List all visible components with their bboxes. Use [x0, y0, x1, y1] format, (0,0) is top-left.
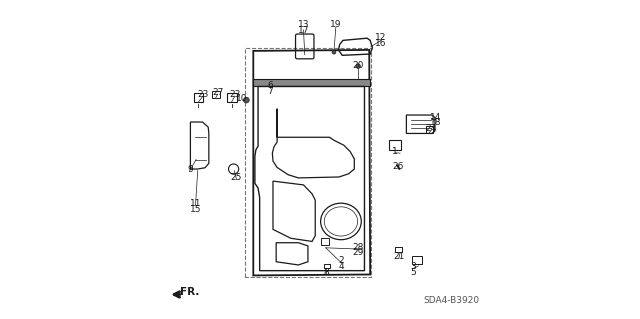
- Text: 10: 10: [236, 94, 248, 103]
- Circle shape: [243, 97, 249, 103]
- Text: 19: 19: [330, 20, 342, 29]
- Text: 29: 29: [353, 249, 364, 257]
- Bar: [193, 93, 203, 102]
- Text: FR.: FR.: [180, 287, 200, 297]
- Text: 3: 3: [410, 262, 415, 271]
- Bar: [227, 93, 237, 102]
- Text: 18: 18: [430, 118, 442, 128]
- Text: 20: 20: [353, 61, 364, 70]
- Text: 16: 16: [375, 39, 387, 48]
- Text: 5: 5: [410, 268, 415, 278]
- Text: 1: 1: [392, 147, 398, 156]
- Text: 9: 9: [187, 165, 193, 174]
- Bar: [324, 264, 330, 268]
- Text: SDA4-B3920: SDA4-B3920: [424, 296, 480, 305]
- Bar: [388, 140, 401, 150]
- Text: 24: 24: [426, 124, 436, 133]
- Text: 12: 12: [375, 33, 387, 42]
- Text: 17: 17: [298, 26, 309, 35]
- Text: 25: 25: [231, 173, 242, 182]
- Text: 23: 23: [197, 90, 209, 99]
- Text: 23: 23: [229, 90, 241, 99]
- Bar: [321, 238, 328, 245]
- Text: 11: 11: [189, 199, 201, 208]
- Polygon shape: [253, 79, 370, 86]
- Bar: [426, 125, 433, 133]
- Text: 2: 2: [339, 256, 344, 265]
- Text: 15: 15: [189, 205, 201, 214]
- Text: 7: 7: [267, 87, 273, 96]
- Text: 6: 6: [267, 81, 273, 90]
- Text: 14: 14: [430, 113, 442, 122]
- Text: 13: 13: [298, 20, 309, 29]
- Bar: [412, 256, 422, 264]
- Text: 8: 8: [324, 268, 330, 278]
- Text: 26: 26: [393, 162, 404, 171]
- Bar: [395, 247, 402, 252]
- Text: 4: 4: [339, 262, 344, 271]
- Text: 27: 27: [212, 88, 223, 97]
- Bar: [212, 91, 220, 98]
- Circle shape: [332, 50, 336, 54]
- Circle shape: [356, 64, 360, 68]
- Text: 28: 28: [353, 243, 364, 252]
- Text: 21: 21: [393, 252, 404, 261]
